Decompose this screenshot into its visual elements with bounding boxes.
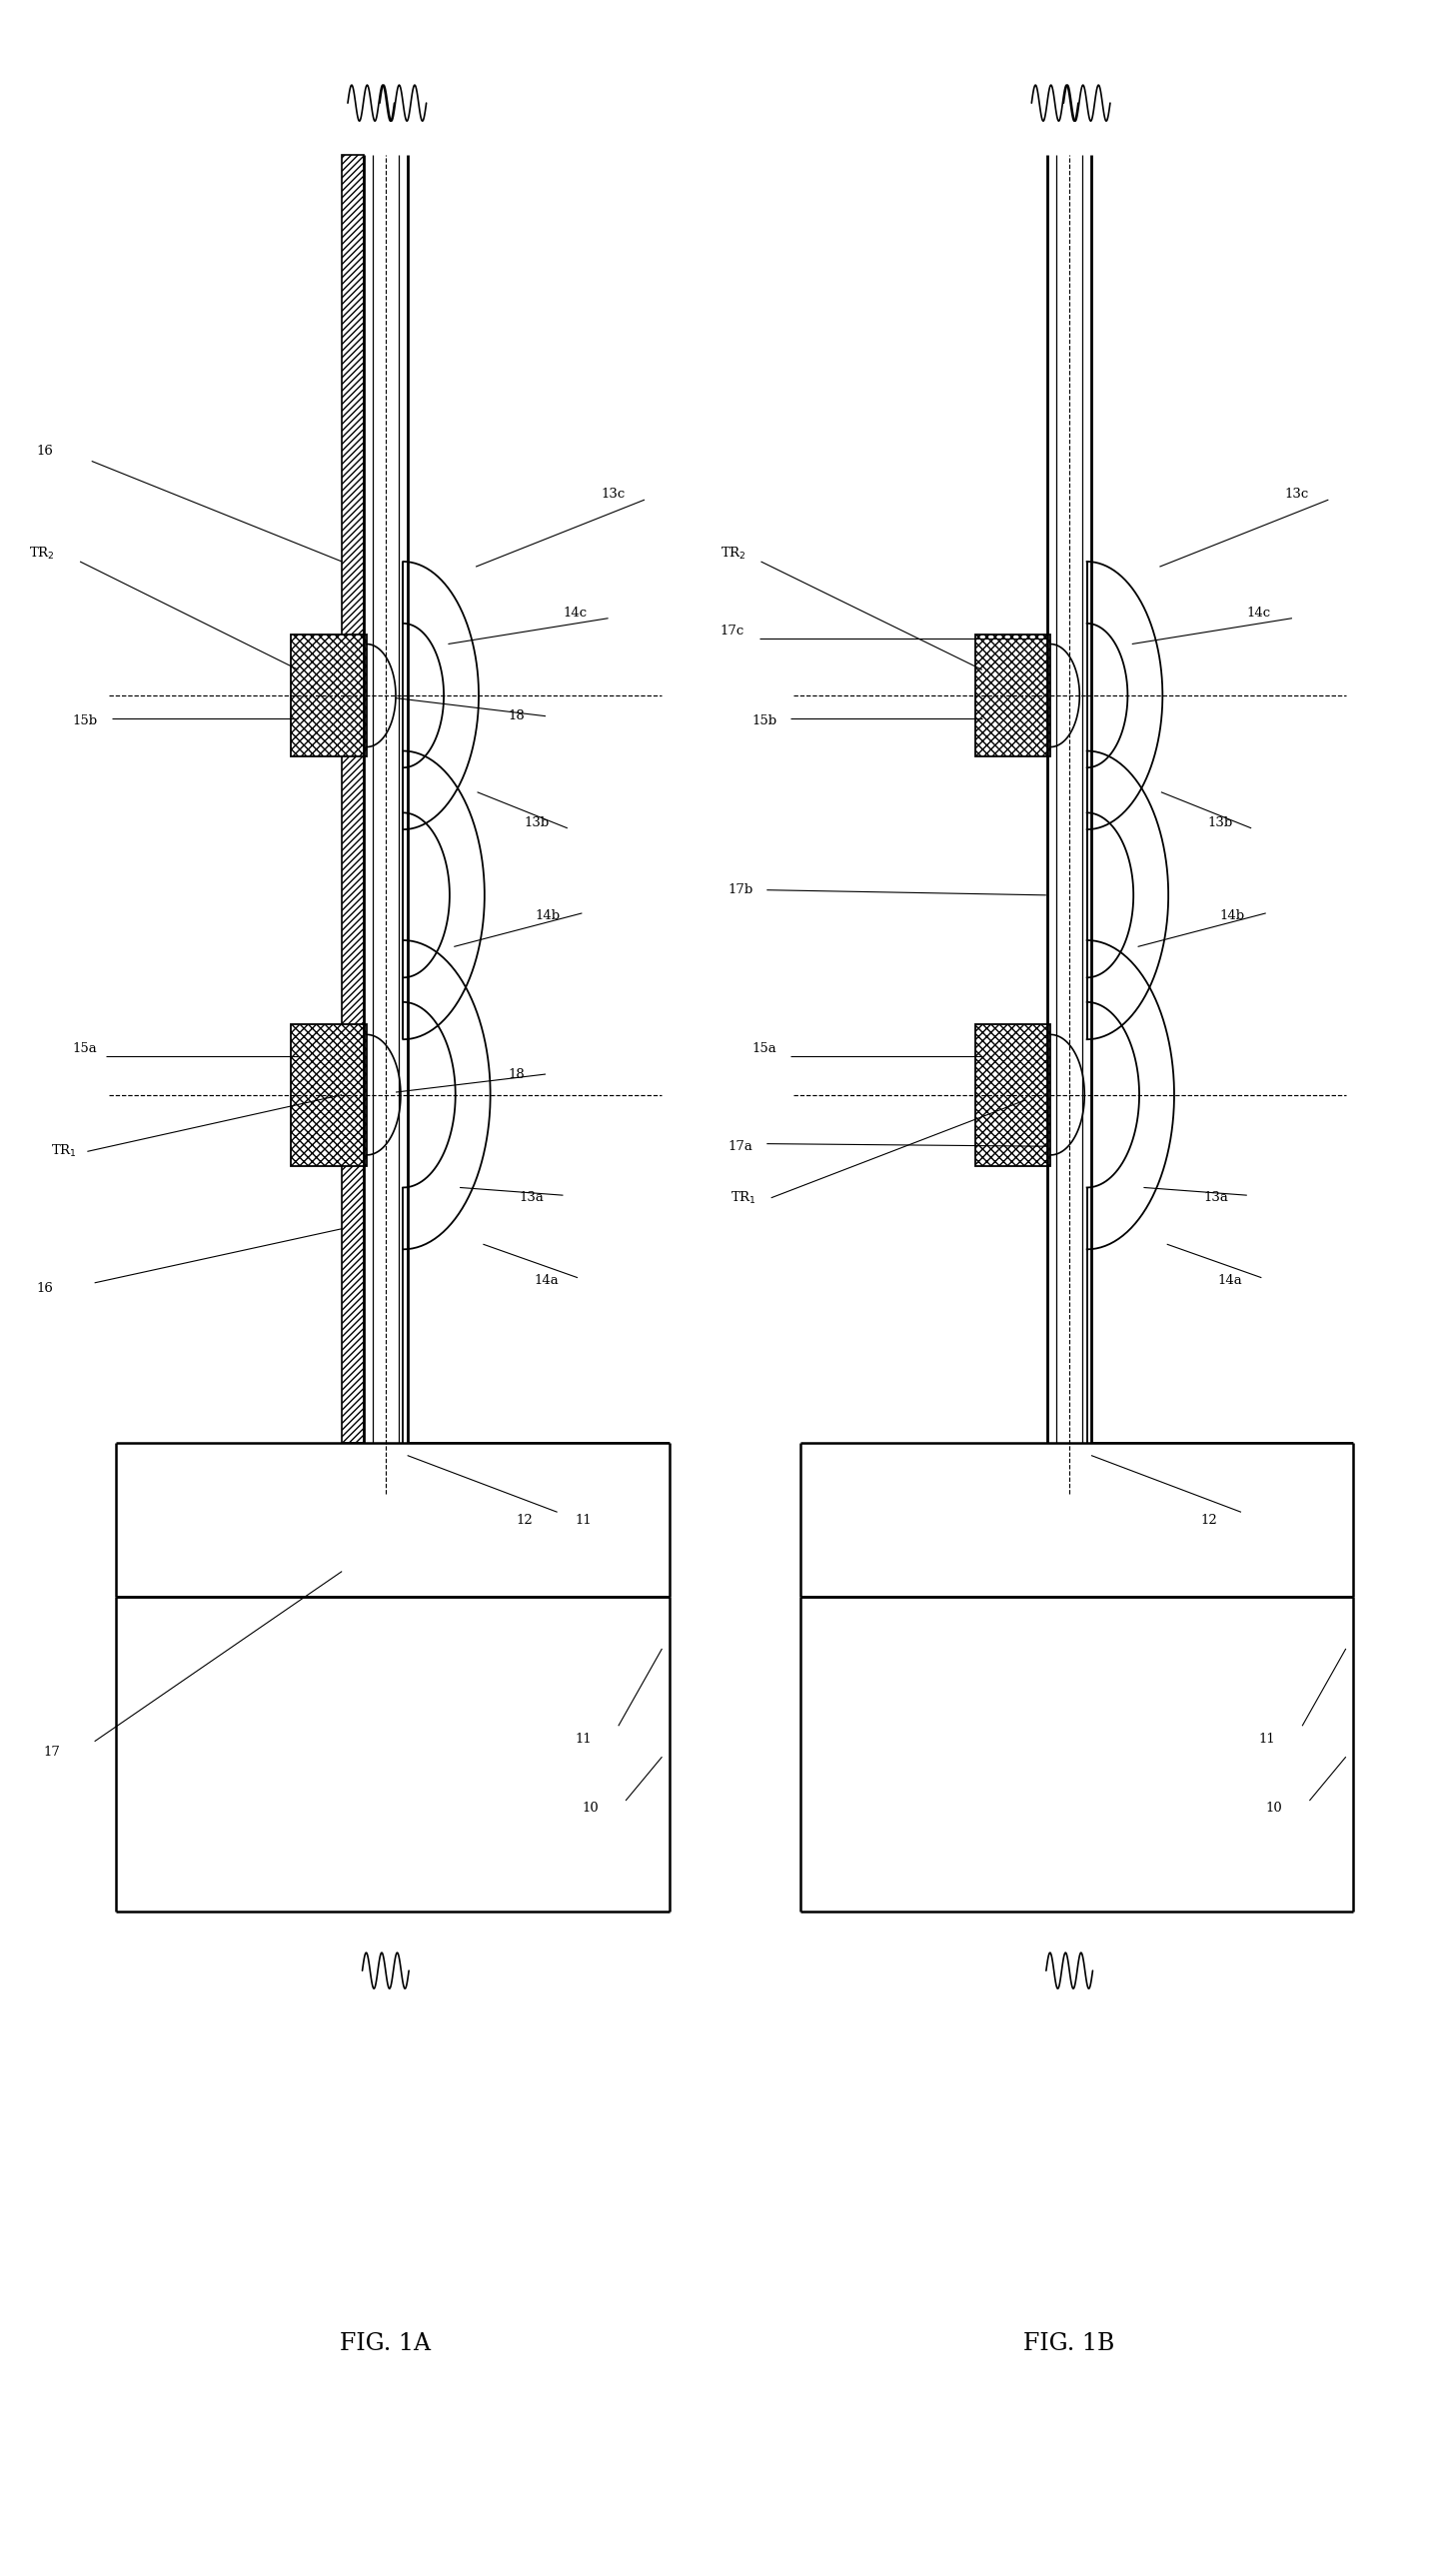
Text: 14b: 14b bbox=[1219, 909, 1244, 922]
Text: 13a: 13a bbox=[519, 1190, 544, 1206]
Bar bbox=[975, 1023, 1051, 1164]
Bar bbox=[291, 1023, 367, 1164]
Text: 14c: 14c bbox=[1247, 605, 1272, 621]
Text: 10: 10 bbox=[1266, 1801, 1283, 1816]
Text: 16: 16 bbox=[36, 443, 54, 459]
Text: 16: 16 bbox=[36, 1280, 54, 1296]
Text: 15b: 15b bbox=[752, 714, 777, 729]
Bar bbox=[975, 634, 1051, 757]
Text: 15a: 15a bbox=[752, 1041, 777, 1056]
Text: 14c: 14c bbox=[563, 605, 588, 621]
Text: 10: 10 bbox=[582, 1801, 599, 1816]
Text: 13a: 13a bbox=[1203, 1190, 1228, 1206]
Text: 18: 18 bbox=[508, 1066, 525, 1082]
Text: 15a: 15a bbox=[73, 1041, 97, 1056]
Text: TR$_1$: TR$_1$ bbox=[51, 1144, 77, 1159]
Text: 14a: 14a bbox=[1218, 1273, 1243, 1288]
Text: 13b: 13b bbox=[524, 817, 549, 829]
Text: TR$_2$: TR$_2$ bbox=[29, 546, 55, 562]
Text: FIG. 1A: FIG. 1A bbox=[340, 2334, 431, 2354]
Text: 15b: 15b bbox=[73, 714, 97, 729]
Text: TR$_1$: TR$_1$ bbox=[730, 1190, 757, 1206]
Text: 11: 11 bbox=[575, 1512, 592, 1528]
Text: 13c: 13c bbox=[1285, 487, 1309, 502]
Bar bbox=[291, 634, 367, 757]
Text: 14b: 14b bbox=[535, 909, 560, 922]
Text: 11: 11 bbox=[575, 1731, 592, 1747]
Text: 17b: 17b bbox=[728, 884, 752, 896]
Text: 12: 12 bbox=[517, 1512, 534, 1528]
Text: 13c: 13c bbox=[601, 487, 626, 502]
Text: 17a: 17a bbox=[728, 1139, 752, 1154]
Text: 17: 17 bbox=[44, 1744, 61, 1759]
Text: 12: 12 bbox=[1200, 1512, 1218, 1528]
Text: 13b: 13b bbox=[1208, 817, 1232, 829]
Text: 14a: 14a bbox=[534, 1273, 559, 1288]
Text: TR$_2$: TR$_2$ bbox=[720, 546, 746, 562]
Text: 18: 18 bbox=[508, 708, 525, 724]
Text: 17c: 17c bbox=[720, 623, 745, 639]
Bar bbox=[342, 155, 364, 1443]
Text: FIG. 1B: FIG. 1B bbox=[1024, 2334, 1115, 2354]
Text: 11: 11 bbox=[1259, 1731, 1276, 1747]
